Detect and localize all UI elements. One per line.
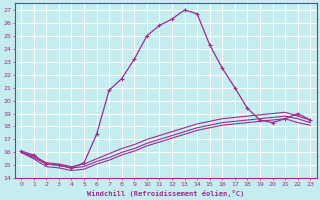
X-axis label: Windchill (Refroidissement éolien,°C): Windchill (Refroidissement éolien,°C) bbox=[87, 190, 244, 197]
